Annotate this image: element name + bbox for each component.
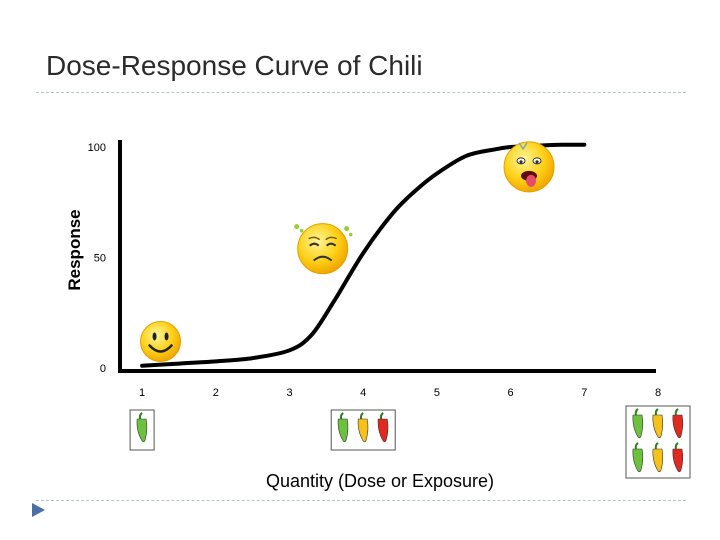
chili-pepper-icon (652, 442, 664, 473)
axes (118, 140, 656, 373)
slide-title: Dose-Response Curve of Chili (46, 50, 423, 81)
title-divider (36, 92, 686, 93)
chili-pepper-icon (632, 442, 644, 473)
chili-pepper-icon (632, 408, 644, 439)
x-tick-label: 1 (139, 387, 145, 399)
pepper-box (129, 409, 155, 451)
chili-pepper-icon (672, 442, 684, 473)
pepper-group (330, 409, 396, 451)
x-tick-label: 5 (434, 387, 440, 399)
y-axis-label: Response (65, 209, 84, 290)
x-tick-label: 2 (213, 387, 219, 399)
pepper-box (330, 409, 396, 451)
chili-pepper-icon (357, 412, 369, 443)
x-axis-label: Quantity (Dose or Exposure) (266, 471, 494, 491)
smiley-sick-icon (294, 223, 353, 275)
x-tick-label: 6 (508, 387, 514, 399)
smiley-burning-icon (503, 141, 555, 193)
chili-pepper-icon (136, 412, 148, 443)
chili-pepper-icon (652, 408, 664, 439)
pepper-group (625, 405, 691, 479)
footer-divider (36, 500, 686, 501)
y-tick-label: 50 (94, 253, 106, 265)
chili-pepper-icon (377, 412, 389, 443)
pepper-box (625, 405, 691, 479)
tick-labels: 1 2 3 4 5 6 7 8 0 50 100 (88, 142, 661, 399)
x-tick-label: 3 (286, 387, 292, 399)
pepper-layer (129, 405, 691, 479)
x-tick-label: 7 (581, 387, 587, 399)
chili-pepper-icon (337, 412, 349, 443)
x-tick-label: 4 (360, 387, 366, 399)
pepper-group (129, 409, 155, 451)
y-tick-label: 0 (100, 363, 106, 375)
triangle-right-icon[interactable] (30, 502, 46, 518)
chili-pepper-icon (672, 408, 684, 439)
smiley-happy-icon (140, 320, 182, 362)
annotation-layer (140, 141, 555, 362)
y-tick-label: 100 (88, 142, 106, 154)
x-tick-label: 8 (655, 387, 661, 399)
